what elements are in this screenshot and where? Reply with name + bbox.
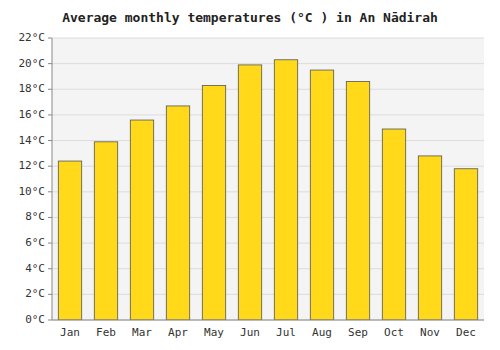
- x-tick-label: May: [204, 326, 224, 339]
- y-tick: [48, 140, 52, 141]
- x-tick-label: Oct: [384, 326, 404, 339]
- x-tick-label: Jan: [60, 326, 80, 339]
- y-tick-label: 6°C: [25, 236, 45, 249]
- bar: [130, 120, 153, 320]
- x-tick-label: Aug: [312, 326, 332, 339]
- y-tick-label: 18°C: [19, 82, 46, 95]
- y-tick-label: 2°C: [25, 287, 45, 300]
- x-axis-line: [52, 320, 484, 321]
- grid-line: [52, 114, 484, 115]
- y-tick: [48, 166, 52, 167]
- x-tick-label: Feb: [96, 326, 116, 339]
- x-tick-label: Apr: [168, 326, 188, 339]
- y-tick: [48, 217, 52, 218]
- bar: [94, 142, 117, 320]
- y-tick-label: 12°C: [19, 159, 46, 172]
- y-tick-label: 16°C: [19, 108, 46, 121]
- bar: [274, 60, 297, 320]
- y-tick-label: 0°C: [25, 313, 45, 326]
- x-tick-label: Mar: [132, 326, 152, 339]
- y-tick-label: 14°C: [19, 134, 46, 147]
- y-tick: [48, 294, 52, 295]
- grid-line: [52, 89, 484, 90]
- x-tick-label: Jun: [240, 326, 260, 339]
- x-tick-label: Jul: [276, 326, 296, 339]
- bar: [454, 169, 477, 320]
- bars: [58, 60, 477, 320]
- chart: 0°C 2°C 4°C 6°C 8°C 10°C 12°C 14°C 16°C 18°C 20°C 2…: [0, 0, 500, 350]
- x-tick-label: Nov: [420, 326, 440, 339]
- x-tick-label: Sep: [348, 326, 368, 339]
- bar: [382, 129, 405, 320]
- grid-line: [52, 320, 484, 321]
- y-axis: 0°C 2°C 4°C 6°C 8°C 10°C 12°C 14°C 16°C 18°C 20°C 2…: [19, 31, 53, 326]
- bar: [58, 161, 81, 320]
- chart-container: 0°C 2°C 4°C 6°C 8°C 10°C 12°C 14°C 16°C 18°C 20°C 2…: [0, 0, 500, 350]
- grid-line: [52, 63, 484, 64]
- x-axis: Jan Feb Mar Apr May Jun Jul Aug Sep Oct Nov Dec: [60, 326, 476, 339]
- bar: [418, 156, 441, 320]
- y-tick-label: 22°C: [19, 31, 46, 44]
- x-tick-label: Dec: [456, 326, 476, 339]
- bar: [346, 82, 369, 320]
- bar: [310, 70, 333, 320]
- y-tick-label: 10°C: [19, 185, 46, 198]
- grid: [52, 38, 484, 320]
- bar: [238, 65, 261, 320]
- y-tick: [48, 320, 52, 321]
- y-tick-label: 8°C: [25, 210, 45, 223]
- y-tick: [48, 38, 52, 39]
- grid-line: [52, 140, 484, 141]
- bar: [202, 85, 225, 320]
- title: Average monthly temperatures (°C ) in An…: [62, 10, 438, 25]
- y-tick: [48, 63, 52, 64]
- y-tick: [48, 243, 52, 244]
- bar: [166, 106, 189, 320]
- y-tick: [48, 268, 52, 269]
- y-tick-label: 4°C: [25, 262, 45, 275]
- y-tick: [48, 114, 52, 115]
- y-tick: [48, 89, 52, 90]
- y-axis-line: [52, 38, 53, 320]
- grid-line: [52, 38, 484, 39]
- y-tick: [48, 191, 52, 192]
- y-tick-label: 20°C: [19, 57, 46, 70]
- plot-background: [52, 38, 484, 320]
